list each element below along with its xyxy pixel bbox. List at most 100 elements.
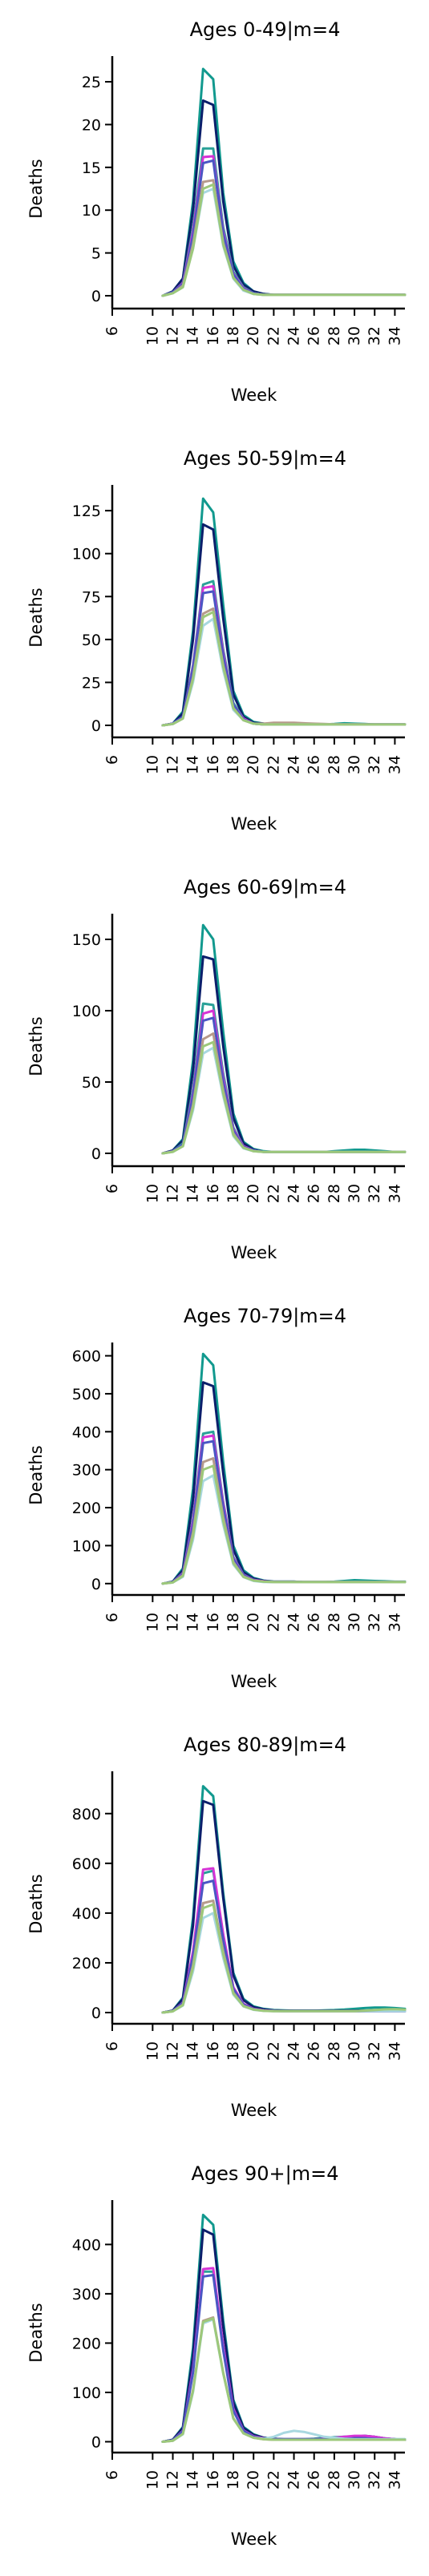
series-line-8 (161, 611, 407, 727)
x-tick-label: 16 (204, 1613, 222, 1632)
x-tick-label: 24 (285, 755, 303, 774)
x-tick-label: 34 (386, 1184, 403, 1203)
x-tick-label: 22 (265, 326, 282, 345)
series-line-1 (161, 2214, 407, 2443)
x-tick-label: 18 (225, 2041, 242, 2061)
x-tick-label: 30 (346, 2041, 363, 2061)
y-tick-label: 400 (72, 1905, 101, 1923)
x-tick-label: 12 (164, 326, 182, 345)
x-tick-label: 26 (306, 755, 323, 774)
chart-panel-3: Ages 60-69|m=4 6 10 12 14 16 18 20 22 24 26 28 30 32 3… (0, 858, 429, 1286)
y-tick-label: 0 (91, 2433, 101, 2451)
series-group (161, 1785, 407, 2014)
x-tick-label: 14 (184, 2041, 202, 2061)
y-tick-label: 300 (72, 2286, 101, 2303)
x-tick-label: 26 (306, 326, 323, 345)
x-tick-label: 12 (164, 2041, 182, 2061)
x-tick-label: 22 (265, 1184, 282, 1203)
x-tick-label: 22 (265, 755, 282, 774)
x-tick-label: 14 (184, 2470, 202, 2489)
x-tick-label: 30 (346, 1613, 363, 1632)
y-axis-label: Deaths (26, 159, 46, 218)
y-axis-label: Deaths (26, 2303, 46, 2362)
y-tick-label: 200 (72, 1500, 101, 1517)
series-line-8 (161, 1464, 407, 1585)
chart-svg: Ages 90+|m=4 6 10 12 14 16 18 20 22 24 26 28 30 32 34 0… (26, 2162, 407, 2549)
chart-title: Ages 80-89|m=4 (184, 1734, 346, 1756)
x-tick-label: 10 (144, 326, 161, 345)
chart-svg: Ages 0-49|m=46 10 12 14 16 18 20 22 24 26 28 30 32 34… (26, 18, 407, 405)
x-tick-label: 28 (326, 1613, 343, 1632)
x-tick-label: 22 (265, 2470, 282, 2489)
x-axis-label: Week (231, 1672, 277, 1691)
y-tick-label: 50 (82, 1074, 101, 1092)
y-tick-label: 0 (91, 717, 101, 735)
x-tick-label: 32 (366, 326, 383, 345)
x-tick-label: 10 (144, 2470, 161, 2489)
x-axis-label: Week (231, 386, 277, 405)
x-tick-label: 30 (346, 755, 363, 774)
x-tick-label: 10 (144, 1613, 161, 1632)
x-tick-label: 6 (103, 326, 121, 336)
x-tick-label: 34 (386, 2470, 403, 2489)
x-tick-label: 30 (346, 2470, 363, 2489)
x-tick-label: 32 (366, 1613, 383, 1632)
x-tick-label: 6 (103, 1613, 121, 1622)
y-tick-label: 400 (72, 1423, 101, 1441)
chart-title: Ages 50-59|m=4 (184, 447, 346, 470)
chart-title: Ages 90+|m=4 (191, 2162, 338, 2185)
x-tick-label: 26 (306, 1184, 323, 1203)
x-tick-label: 32 (366, 2041, 383, 2061)
y-axis-label: Deaths (26, 1445, 46, 1504)
y-tick-label: 0 (91, 288, 101, 305)
x-tick-label: 20 (245, 326, 262, 345)
x-tick-label: 10 (144, 1184, 161, 1203)
y-tick-label: 50 (82, 632, 101, 649)
x-tick-label: 12 (164, 1613, 182, 1632)
x-tick-label: 6 (103, 2470, 121, 2480)
x-tick-label: 16 (204, 755, 222, 774)
x-tick-label: 30 (346, 326, 363, 345)
y-tick-label: 10 (82, 202, 101, 220)
x-tick-label: 6 (103, 755, 121, 765)
x-tick-label: 28 (326, 1184, 343, 1203)
x-tick-label: 26 (306, 2041, 323, 2061)
y-axis-label: Deaths (26, 1874, 46, 1933)
x-tick-label: 34 (386, 2041, 403, 2061)
y-tick-label: 0 (91, 2005, 101, 2022)
x-tick-label: 12 (164, 1184, 182, 1203)
x-tick-label: 20 (245, 1613, 262, 1632)
y-tick-label: 25 (82, 674, 101, 692)
y-tick-label: 125 (72, 503, 101, 520)
y-tick-label: 800 (72, 1806, 101, 1823)
x-tick-label: 22 (265, 1613, 282, 1632)
y-tick-label: 75 (82, 588, 101, 606)
x-tick-label: 20 (245, 2470, 262, 2489)
x-tick-label: 14 (184, 1184, 202, 1203)
chart-panel-6: Ages 90+|m=4 6 10 12 14 16 18 20 22 24 26 28 30 32 34 0… (0, 2144, 429, 2573)
x-tick-label: 32 (366, 755, 383, 774)
x-axis-label: Week (231, 2101, 277, 2120)
x-tick-label: 10 (144, 755, 161, 774)
chart-svg: Ages 50-59|m=4 6 10 12 14 16 18 20 22 24 26 28 30 32 3… (26, 447, 407, 834)
y-tick-label: 200 (72, 1955, 101, 1972)
chart-panel-2: Ages 50-59|m=4 6 10 12 14 16 18 20 22 24 26 28 30 32 3… (0, 429, 429, 858)
x-tick-label: 28 (326, 755, 343, 774)
y-tick-label: 600 (72, 1855, 101, 1873)
series-line-4 (161, 584, 407, 727)
y-axis-label: Deaths (26, 1016, 46, 1076)
y-tick-label: 300 (72, 1462, 101, 1480)
y-tick-label: 100 (72, 1537, 101, 1555)
chart-title: Ages 70-79|m=4 (184, 1305, 346, 1327)
y-tick-label: 150 (72, 931, 101, 949)
x-tick-label: 34 (386, 755, 403, 774)
x-tick-label: 10 (144, 2041, 161, 2061)
x-tick-label: 20 (245, 2041, 262, 2061)
x-tick-label: 24 (285, 2041, 303, 2061)
x-tick-label: 24 (285, 2470, 303, 2489)
y-tick-label: 0 (91, 1145, 101, 1163)
series-group (161, 923, 407, 1155)
x-tick-label: 16 (204, 326, 222, 345)
chart-panel-5: Ages 80-89|m=4 6 10 12 14 16 18 20 22 24 26 28 30 32 3… (0, 1715, 429, 2144)
